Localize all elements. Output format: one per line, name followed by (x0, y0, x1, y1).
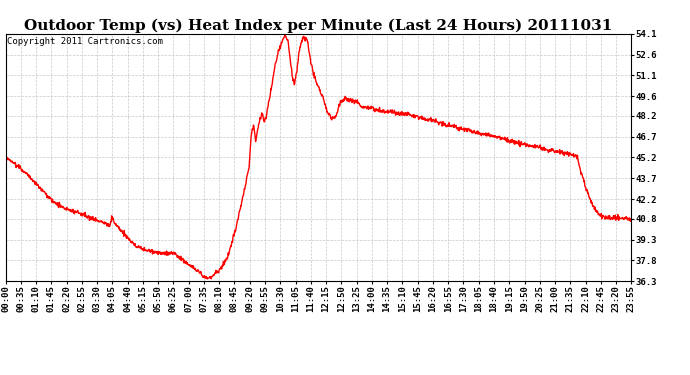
Title: Outdoor Temp (vs) Heat Index per Minute (Last 24 Hours) 20111031: Outdoor Temp (vs) Heat Index per Minute … (24, 18, 613, 33)
Text: Copyright 2011 Cartronics.com: Copyright 2011 Cartronics.com (7, 38, 163, 46)
